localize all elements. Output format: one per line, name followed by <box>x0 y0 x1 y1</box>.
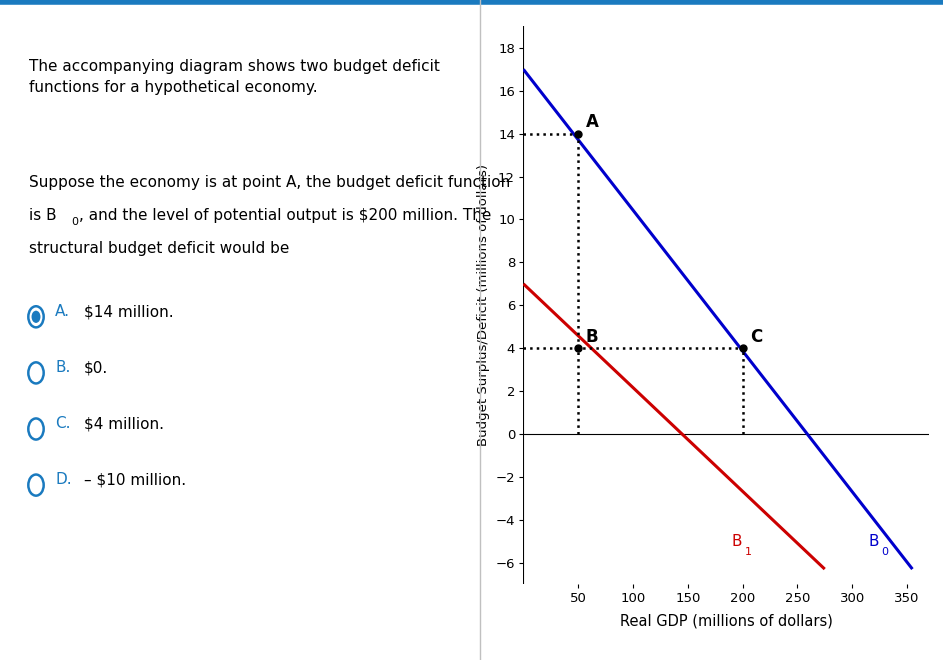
Text: is B: is B <box>29 208 57 223</box>
Text: 0: 0 <box>882 547 888 557</box>
Text: B: B <box>586 328 599 346</box>
Text: The accompanying diagram shows two budget deficit
functions for a hypothetical e: The accompanying diagram shows two budge… <box>29 59 439 96</box>
Text: B: B <box>869 534 879 548</box>
Text: C.: C. <box>56 416 71 431</box>
Text: Suppose the economy is at point A, the budget deficit function: Suppose the economy is at point A, the b… <box>29 175 510 190</box>
Text: B: B <box>732 534 742 548</box>
Text: 1: 1 <box>745 547 752 557</box>
Text: , and the level of potential output is $200 million. The: , and the level of potential output is $… <box>79 208 491 223</box>
Text: $14 million.: $14 million. <box>84 304 174 319</box>
Text: structural budget deficit would be: structural budget deficit would be <box>29 241 290 256</box>
Text: D.: D. <box>56 473 72 487</box>
Text: A.: A. <box>56 304 70 319</box>
X-axis label: Real GDP (millions of dollars): Real GDP (millions of dollars) <box>620 614 833 629</box>
Text: $4 million.: $4 million. <box>84 416 164 431</box>
Text: $0.: $0. <box>84 360 108 375</box>
Text: – $10 million.: – $10 million. <box>84 473 186 487</box>
Y-axis label: Budget Surplus/Deficit (millions of dollars): Budget Surplus/Deficit (millions of doll… <box>477 164 489 446</box>
Circle shape <box>31 311 41 323</box>
Text: C: C <box>751 328 763 346</box>
Text: B.: B. <box>56 360 71 375</box>
Text: 0: 0 <box>71 217 78 227</box>
Text: A: A <box>586 114 599 131</box>
